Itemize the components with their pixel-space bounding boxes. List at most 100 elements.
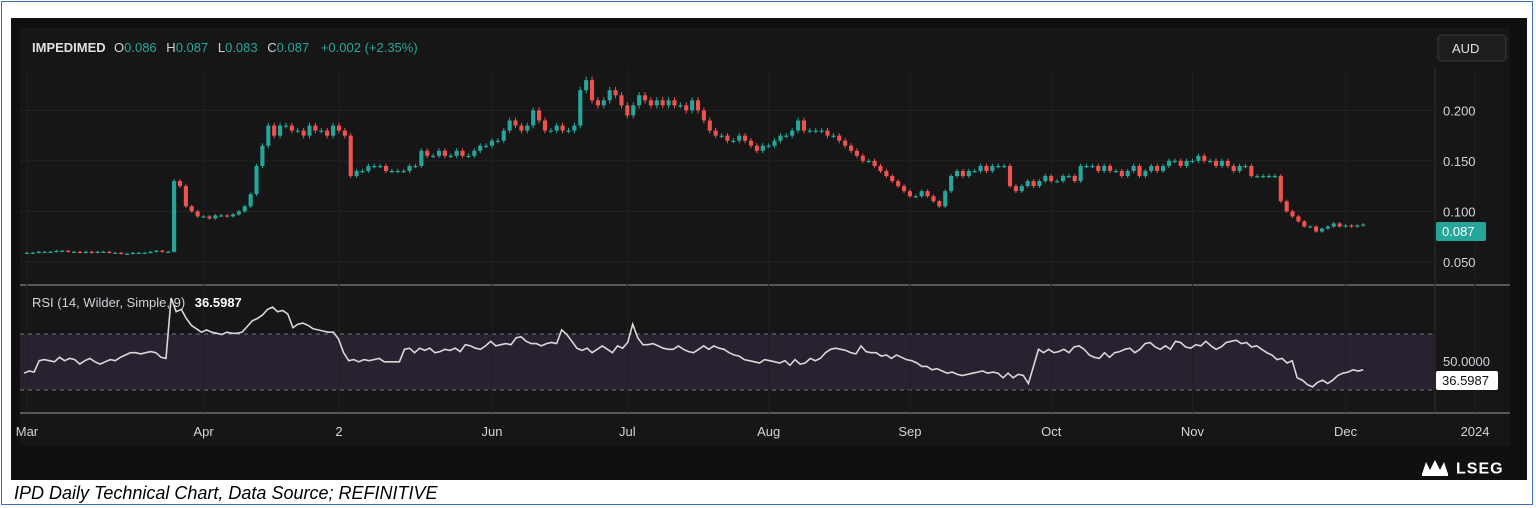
candle-body (1261, 176, 1266, 178)
figure-caption: IPD Daily Technical Chart, Data Source; … (14, 483, 438, 503)
candle-body (1237, 165, 1242, 171)
candle-body (348, 135, 353, 177)
candle-body (625, 105, 630, 116)
candle-body (1325, 226, 1330, 229)
rsi-label: RSI (14, Wilder, Simple, 9) (32, 295, 185, 310)
candle-body (101, 251, 106, 253)
candle-body (1284, 201, 1289, 212)
symbol-label: IMPEDIMED (32, 40, 106, 55)
candle-body (560, 125, 565, 131)
time-tick-label: Dec (1334, 424, 1358, 439)
candle-body (601, 100, 606, 106)
candle-body (1143, 170, 1148, 177)
candle-body (954, 170, 960, 177)
candle-body (189, 206, 194, 212)
candle-body (30, 252, 35, 254)
close-label: C (267, 40, 276, 55)
candle-body (71, 251, 77, 253)
candle-body (637, 95, 642, 106)
currency-button-label[interactable]: AUD (1452, 41, 1479, 56)
candle-body (501, 130, 506, 141)
candle-body (760, 145, 765, 151)
candle-body (819, 130, 824, 132)
candle-body (648, 100, 653, 106)
candle-body (95, 251, 100, 253)
rsi-band (20, 334, 1435, 390)
candle-body (554, 125, 559, 131)
candle-body (484, 145, 489, 147)
candle-body (607, 90, 612, 101)
candle-body (566, 130, 571, 132)
time-tick-label: 2024 (1461, 424, 1490, 439)
candle-body (548, 130, 553, 132)
candle-body (1078, 165, 1083, 182)
rsi-line (23, 297, 1364, 388)
candle-body (66, 250, 71, 252)
open-value: 0.086 (124, 40, 157, 55)
currency-button[interactable]: AUD (1437, 34, 1507, 62)
candle-body (207, 216, 212, 219)
candle-body (937, 201, 942, 207)
candle-body (1219, 160, 1224, 166)
rsi-series (23, 297, 1364, 388)
candle-body (295, 130, 300, 132)
last-price-label: 0.087 (1442, 224, 1475, 239)
candle-body (195, 211, 200, 217)
candle-body (772, 140, 777, 146)
candle-body (972, 170, 977, 173)
candle-body (1190, 160, 1195, 163)
candle-body (678, 105, 683, 107)
price-tick-label: 0.200 (1443, 103, 1476, 118)
candle-body (1290, 211, 1295, 217)
candle-body (766, 145, 771, 147)
candle-body (313, 125, 318, 131)
candle-body (919, 191, 924, 197)
candle-body (278, 125, 283, 136)
candle-body (613, 90, 618, 96)
candle-body (1084, 165, 1089, 168)
time-tick-label: 2 (335, 424, 342, 439)
candle-body (813, 130, 818, 132)
candle-body (389, 170, 394, 173)
rsi-legend: RSI (14, Wilder, Simple, 9) 36.5987 (32, 295, 242, 310)
candle-body (89, 251, 94, 253)
candle-body (595, 100, 600, 106)
candle-body (707, 120, 712, 131)
candle-body (984, 165, 989, 171)
candle-body (142, 252, 147, 254)
candle-body (124, 253, 130, 255)
candle-body (801, 120, 807, 131)
time-axis-strip (20, 414, 1435, 445)
candle-body (230, 214, 236, 217)
candle-body (572, 125, 577, 131)
candle-body (283, 125, 289, 127)
candle-body (1013, 186, 1018, 192)
candle-body (260, 145, 265, 166)
candle-body (1043, 176, 1048, 182)
candle-body (236, 211, 241, 215)
candle-body (537, 110, 542, 121)
candle-body (242, 206, 247, 212)
candle-body (372, 165, 377, 168)
low-value: 0.083 (225, 40, 258, 55)
candle-body (1331, 223, 1336, 227)
candle-body (642, 95, 648, 101)
candle-body (960, 170, 965, 177)
candle-body (1072, 176, 1077, 182)
candle-body (342, 130, 347, 136)
candle-body (748, 140, 754, 146)
time-tick-label: Sep (898, 424, 921, 439)
candle-body (660, 100, 665, 106)
candle-body (1125, 170, 1130, 177)
close-value: 0.087 (277, 40, 310, 55)
candle-body (584, 80, 589, 91)
candle-body (743, 135, 748, 141)
candle-body (1208, 160, 1213, 163)
time-tick-label: Nov (1181, 424, 1205, 439)
candle-body (807, 130, 812, 132)
candle-body (266, 125, 271, 146)
candle-body (1037, 181, 1042, 187)
candle-body (943, 191, 948, 207)
candle-body (1278, 176, 1283, 202)
